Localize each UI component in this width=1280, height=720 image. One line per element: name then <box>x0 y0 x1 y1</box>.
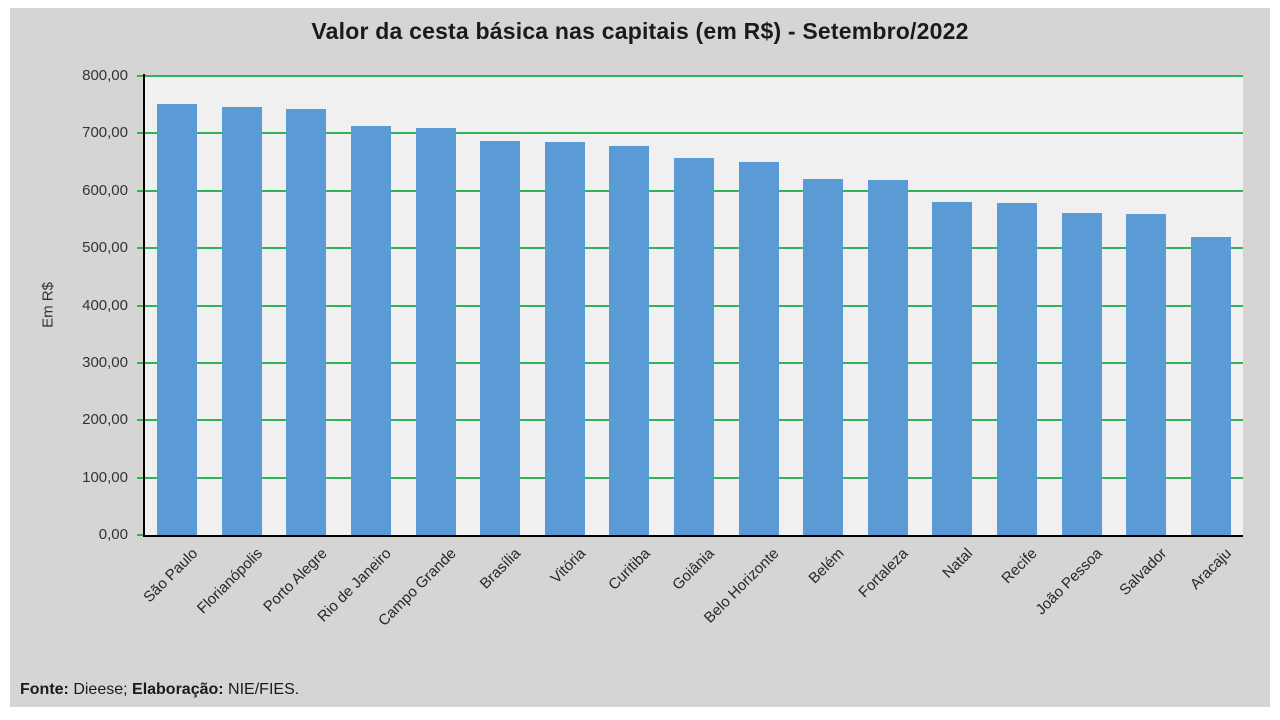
y-tick-label: 100,00 <box>82 468 128 486</box>
y-tick-label: 700,00 <box>82 124 128 142</box>
y-tick-label: 600,00 <box>82 181 128 199</box>
bar-recife <box>996 203 1037 535</box>
bar-rio-de-janeiro <box>351 126 392 535</box>
bar-belém <box>803 179 844 535</box>
y-tick-label: 200,00 <box>82 411 128 429</box>
bar-belo-horizonte <box>738 162 779 535</box>
y-tick <box>137 132 145 135</box>
bar-goiânia <box>674 158 714 535</box>
elaboration-value: NIE/FIES. <box>223 681 300 698</box>
y-tick <box>137 189 145 192</box>
y-tick <box>137 476 145 479</box>
bar-vitória <box>544 142 585 535</box>
bar-porto-alegre <box>286 109 327 535</box>
y-axis-title: Em R$ <box>39 282 57 328</box>
bar-aracaju <box>1190 237 1231 535</box>
x-axis-line <box>143 535 1243 537</box>
source-label: Fonte: <box>20 681 69 698</box>
y-tick-label: 800,00 <box>82 67 128 84</box>
footer-source-note: Fonte: Dieese; Elaboração: NIE/FIES. <box>20 681 299 699</box>
y-tick <box>137 534 145 536</box>
gridline <box>145 132 1243 135</box>
y-tick <box>137 419 145 422</box>
y-tick <box>137 304 145 307</box>
y-tick-label: 0,00 <box>98 526 128 543</box>
bar-natal <box>932 202 973 535</box>
bar-joão-pessoa <box>1061 213 1102 535</box>
bar-salvador <box>1126 214 1167 535</box>
y-tick <box>137 75 145 77</box>
y-tick-label: 400,00 <box>82 296 128 314</box>
elaboration-label: Elaboração: <box>132 681 224 698</box>
bar-florianópolis <box>221 107 262 535</box>
y-tick <box>137 247 145 250</box>
y-tick-label: 300,00 <box>82 353 128 371</box>
y-tick-label: 500,00 <box>82 239 128 257</box>
y-tick <box>137 361 145 364</box>
gridline <box>145 75 1243 77</box>
chart-title: Valor da cesta básica nas capitais (em R… <box>311 18 969 44</box>
source-value: Dieese; <box>68 681 133 698</box>
y-axis-line <box>143 74 145 537</box>
bar-brasília <box>480 141 521 535</box>
bar-fortaleza <box>867 180 908 535</box>
bar-curitiba <box>609 146 650 535</box>
bar-são-paulo <box>157 104 198 535</box>
bar-campo-grande <box>415 128 456 535</box>
